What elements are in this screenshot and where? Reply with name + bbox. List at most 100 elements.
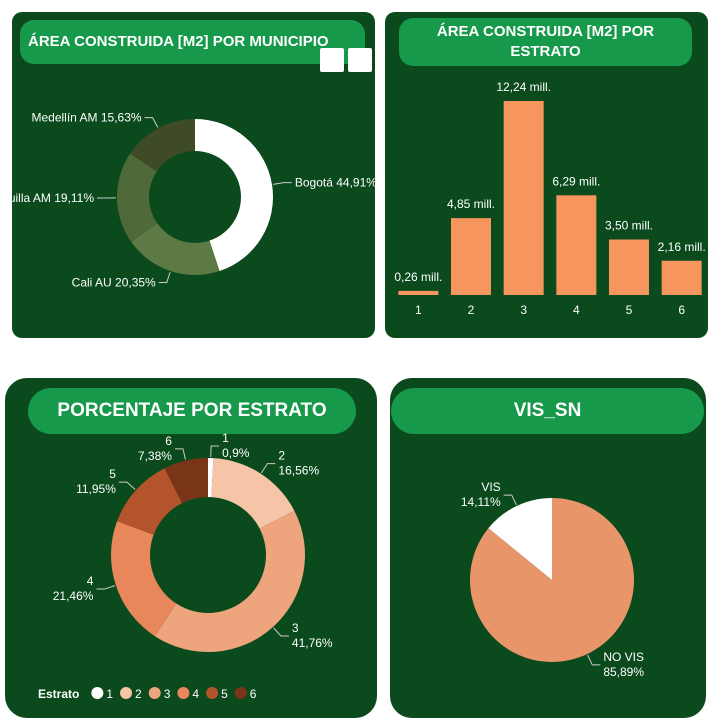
leader-line bbox=[273, 627, 289, 637]
value-label: 16,56% bbox=[278, 464, 319, 478]
x-tick-label: 1 bbox=[415, 303, 422, 317]
data-label: 4 21,46% bbox=[53, 574, 94, 603]
category-label: 4 bbox=[87, 574, 94, 588]
value-label: 21,46% bbox=[53, 589, 94, 603]
bar bbox=[451, 218, 491, 295]
slice bbox=[488, 498, 552, 580]
legend-swatch bbox=[234, 687, 247, 699]
slice bbox=[131, 223, 220, 275]
legend-swatch bbox=[177, 687, 190, 699]
legend-label: 4 bbox=[192, 687, 199, 701]
slice bbox=[117, 468, 183, 535]
data-label: 1 0,9% bbox=[222, 431, 250, 460]
legend-label: 3 bbox=[164, 687, 171, 701]
slice bbox=[117, 153, 158, 242]
x-tick-label: 5 bbox=[626, 303, 633, 317]
slice bbox=[164, 458, 208, 504]
slice bbox=[154, 510, 305, 652]
data-label: 0,26 mill. bbox=[394, 270, 442, 284]
data-label: 3 41,76% bbox=[292, 621, 333, 650]
data-label: 3,50 mill. bbox=[605, 219, 653, 233]
x-tick-label: 6 bbox=[678, 303, 685, 317]
data-label: 2,16 mill. bbox=[658, 240, 706, 254]
legend-swatch bbox=[91, 687, 104, 699]
data-label: 6 7,38% bbox=[138, 434, 172, 463]
legend-label: 5 bbox=[221, 687, 228, 701]
bar bbox=[556, 195, 597, 295]
slice bbox=[208, 458, 214, 498]
data-label: Barranquilla AM 19,11% bbox=[0, 191, 94, 205]
leader-line bbox=[261, 463, 276, 474]
value-label: 14,11% bbox=[461, 495, 501, 509]
panel bbox=[5, 378, 377, 718]
value-label: 20,35% bbox=[115, 275, 156, 289]
leader-line bbox=[118, 481, 136, 490]
leader-line bbox=[96, 585, 116, 590]
chart-title: ÁREA CONSTRUIDA [M2] POR MUNICIPIO bbox=[20, 20, 365, 64]
category-label: Barranquilla AM bbox=[0, 191, 51, 205]
slice bbox=[111, 521, 177, 637]
leader-line bbox=[210, 445, 220, 458]
category-label: 1 bbox=[222, 431, 229, 445]
category-label: VIS bbox=[481, 480, 500, 494]
category-label: 5 bbox=[109, 467, 116, 481]
slice bbox=[130, 119, 195, 172]
value-label: 15,63% bbox=[101, 111, 142, 125]
category-label: Medellín AM bbox=[31, 111, 97, 125]
value-label: 7,38% bbox=[138, 449, 172, 463]
category-label: Bogotá bbox=[295, 176, 333, 190]
data-label: 2 16,56% bbox=[278, 449, 319, 478]
data-label: 6,29 mill. bbox=[552, 174, 600, 188]
value-label: 85,89% bbox=[603, 665, 644, 679]
category-label: 2 bbox=[278, 449, 285, 463]
chart-title: VIS_SN bbox=[391, 388, 704, 434]
focus-icon[interactable] bbox=[348, 48, 372, 72]
data-label: NO VIS 85,89% bbox=[603, 650, 644, 679]
x-tick-label: 3 bbox=[520, 303, 527, 317]
category-label: 6 bbox=[165, 434, 172, 448]
panel bbox=[12, 12, 375, 338]
data-label: VIS 14,11% bbox=[461, 480, 501, 509]
category-label: 3 bbox=[292, 621, 299, 635]
legend-label: 1 bbox=[106, 687, 113, 701]
chart-title: ÁREA CONSTRUIDA [M2] POR ESTRATO bbox=[399, 18, 692, 66]
legend-swatch bbox=[148, 687, 161, 699]
slice bbox=[211, 458, 295, 529]
x-tick-label: 2 bbox=[468, 303, 475, 317]
data-label: 12,24 mill. bbox=[496, 80, 551, 94]
value-label: 41,76% bbox=[292, 636, 333, 650]
value-label: 19,11% bbox=[54, 191, 94, 205]
data-label: 5 11,95% bbox=[76, 467, 116, 496]
legend-title: Estrato bbox=[38, 687, 79, 701]
bar bbox=[398, 290, 439, 295]
bar bbox=[503, 101, 544, 295]
legend-label: 6 bbox=[250, 687, 257, 701]
leader-line bbox=[174, 448, 186, 460]
data-label: 4,85 mill. bbox=[447, 197, 495, 211]
leader-line bbox=[272, 182, 292, 185]
slice bbox=[195, 119, 274, 272]
value-label: 0,9% bbox=[222, 446, 250, 460]
leader-line bbox=[158, 271, 171, 283]
category-label: NO VIS bbox=[603, 650, 644, 664]
legend-swatch bbox=[206, 687, 219, 699]
leader-line bbox=[144, 117, 159, 128]
value-label: 44,91% bbox=[336, 176, 377, 190]
data-label: Cali AU 20,35% bbox=[72, 275, 156, 289]
chart-title: PORCENTAJE POR ESTRATO bbox=[28, 388, 356, 434]
panel bbox=[385, 12, 708, 338]
legend-swatch bbox=[120, 687, 133, 699]
leader-line bbox=[587, 654, 601, 666]
category-label: Cali AU bbox=[72, 275, 112, 289]
data-label: Medellín AM 15,63% bbox=[31, 111, 141, 125]
x-tick-label: 4 bbox=[573, 303, 580, 317]
bar bbox=[661, 260, 702, 295]
filter-icon[interactable] bbox=[320, 48, 344, 72]
value-label: 11,95% bbox=[76, 482, 116, 496]
leader-line bbox=[503, 494, 517, 506]
bar bbox=[609, 239, 649, 295]
legend-label: 2 bbox=[135, 687, 142, 701]
data-label: Bogotá 44,91% bbox=[295, 176, 377, 190]
